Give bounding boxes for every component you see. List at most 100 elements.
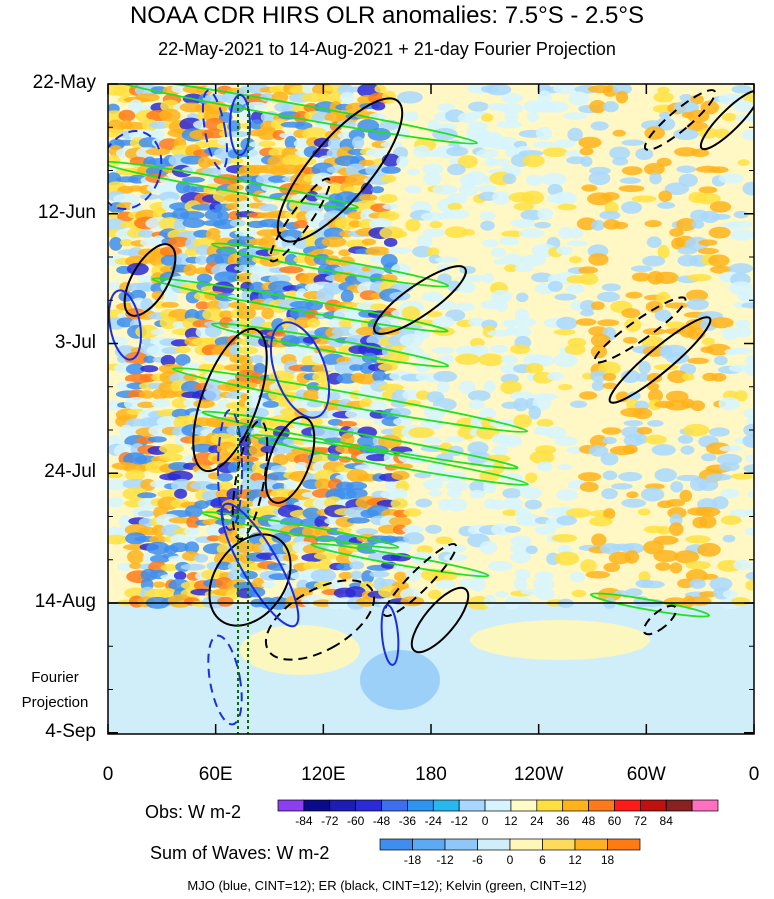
colorbar-waves-label: 6 (539, 853, 546, 867)
er-contour (276, 97, 404, 243)
colorbar-waves-swatch (412, 838, 446, 851)
er-contour (643, 89, 717, 151)
colorbar-obs-swatch (458, 799, 486, 812)
x-tick-label: 120W (513, 764, 564, 785)
colorbar-obs-swatch (588, 799, 615, 812)
mjo-contour (269, 321, 331, 419)
colorbar-obs-label: -36 (399, 814, 417, 828)
mjo-contour (229, 94, 251, 156)
kelvin-contour (171, 367, 529, 433)
colorbar-obs-swatch (277, 799, 305, 812)
kelvin-contour (201, 410, 519, 470)
colorbar-waves-swatch (379, 838, 413, 851)
er-contour (123, 243, 177, 317)
x-tick-label: 60E (198, 764, 233, 785)
colorbar-waves-swatch (444, 838, 478, 851)
colorbar-obs-label: -84 (295, 814, 313, 828)
colorbar-waves-label: -6 (472, 853, 483, 867)
y-tick-label: 4-Sep (45, 720, 96, 742)
colorbar-obs-swatch (432, 799, 460, 812)
colorbar-obs-label: 60 (608, 814, 622, 828)
er-contour (382, 542, 458, 618)
colorbar-obs-label: -72 (321, 814, 339, 828)
er-contour (264, 416, 316, 504)
mjo-contour (201, 89, 229, 171)
colorbar-obs-label: -60 (347, 814, 365, 828)
mjo-contour (217, 409, 243, 531)
x-tick-label: 60W (626, 764, 666, 785)
wave-legend-footer: MJO (blue, CINT=12); ER (black, CINT=12)… (187, 878, 587, 893)
kelvin-contour (200, 511, 400, 549)
y-tick-label: 3-Jul (54, 331, 96, 353)
mjo-contour (380, 604, 400, 666)
er-contour (608, 316, 712, 404)
colorbar-obs-label: 84 (660, 814, 674, 828)
colorbar-obs-swatch (562, 799, 589, 812)
er-contour (192, 327, 268, 473)
kelvin-contour (108, 160, 359, 210)
colorbar-waves-label: 12 (568, 853, 582, 867)
y-tick-label: 24-Jul (44, 461, 96, 483)
colorbar-waves-swatch (574, 838, 608, 851)
colorbar-waves-swatch (509, 838, 543, 851)
colorbar-waves-swatch (607, 838, 641, 851)
colorbar-waves-label: -12 (436, 853, 454, 867)
kelvin-contour (210, 322, 450, 368)
colorbar-obs-swatch (381, 799, 408, 812)
er-contour (264, 579, 376, 661)
colorbar-obs-label: 48 (582, 814, 596, 828)
colorbar-obs-swatch (407, 799, 434, 812)
projection-label-2: Projection (21, 694, 89, 711)
er-contour (231, 419, 269, 541)
colorbar-obs-label: -48 (373, 814, 391, 828)
colorbar-obs-swatch (510, 799, 538, 812)
kelvin-contour (590, 592, 710, 618)
colorbar-obs-label: 24 (530, 814, 544, 828)
colorbar-obs-swatch (329, 799, 356, 812)
colorbar-obs-label: 72 (634, 814, 648, 828)
colorbar-waves-title: Sum of Waves: W m-2 (150, 843, 330, 863)
y-tick-label: 14-Aug (34, 591, 96, 612)
y-tick-label: 12-Jun (37, 201, 96, 223)
mjo-contour (108, 130, 163, 210)
colorbar-obs-swatch (536, 799, 564, 812)
colorbar-obs-swatch (303, 799, 331, 812)
colorbar-waves-label: 0 (507, 853, 514, 867)
colorbar-obs-title: Obs: W m-2 (145, 802, 242, 822)
chart-title: NOAA CDR HIRS OLR anomalies: 7.5°S - 2.5… (129, 2, 645, 29)
axis-ticks (107, 83, 755, 734)
colorbar-waves-label: 18 (601, 853, 615, 867)
er-contour (699, 89, 754, 151)
projection-label-1: Fourier (31, 669, 79, 686)
x-tick-label: 0 (102, 764, 114, 785)
kelvin-contour (210, 242, 450, 288)
er-contour (410, 586, 470, 654)
mjo-contour (108, 289, 142, 361)
colorbar-waves-label: -18 (404, 853, 422, 867)
er-contour (269, 177, 331, 263)
x-tick-label: 180 (415, 764, 447, 785)
colorbar-obs-label: 36 (556, 814, 570, 828)
er-contour (642, 604, 678, 636)
colorbar-obs-swatch (691, 799, 719, 812)
y-tick-label: 22-May (32, 72, 96, 93)
er-contour (593, 296, 687, 364)
chart-subtitle: 22-May-2021 to 14-Aug-2021 + 21-day Four… (158, 39, 616, 59)
er-contour (208, 533, 292, 627)
colorbar-obs-swatch (614, 799, 641, 812)
colorbar-obs-label: -24 (425, 814, 443, 828)
colorbar-obs-swatch (355, 799, 382, 812)
colorbar-obs-swatch (484, 799, 512, 812)
er-contour (373, 265, 467, 335)
mjo-contour (207, 634, 243, 726)
colorbar-obs-swatch (640, 799, 667, 812)
x-tick-label: 0 (748, 764, 760, 785)
colorbar-obs-label: -12 (451, 814, 469, 828)
colorbar-obs-swatch (665, 799, 693, 812)
colorbar-waves-swatch (542, 838, 576, 851)
kelvin-contour (108, 84, 479, 145)
wave-contours (108, 84, 754, 734)
colorbar-waves-swatch (477, 838, 511, 851)
